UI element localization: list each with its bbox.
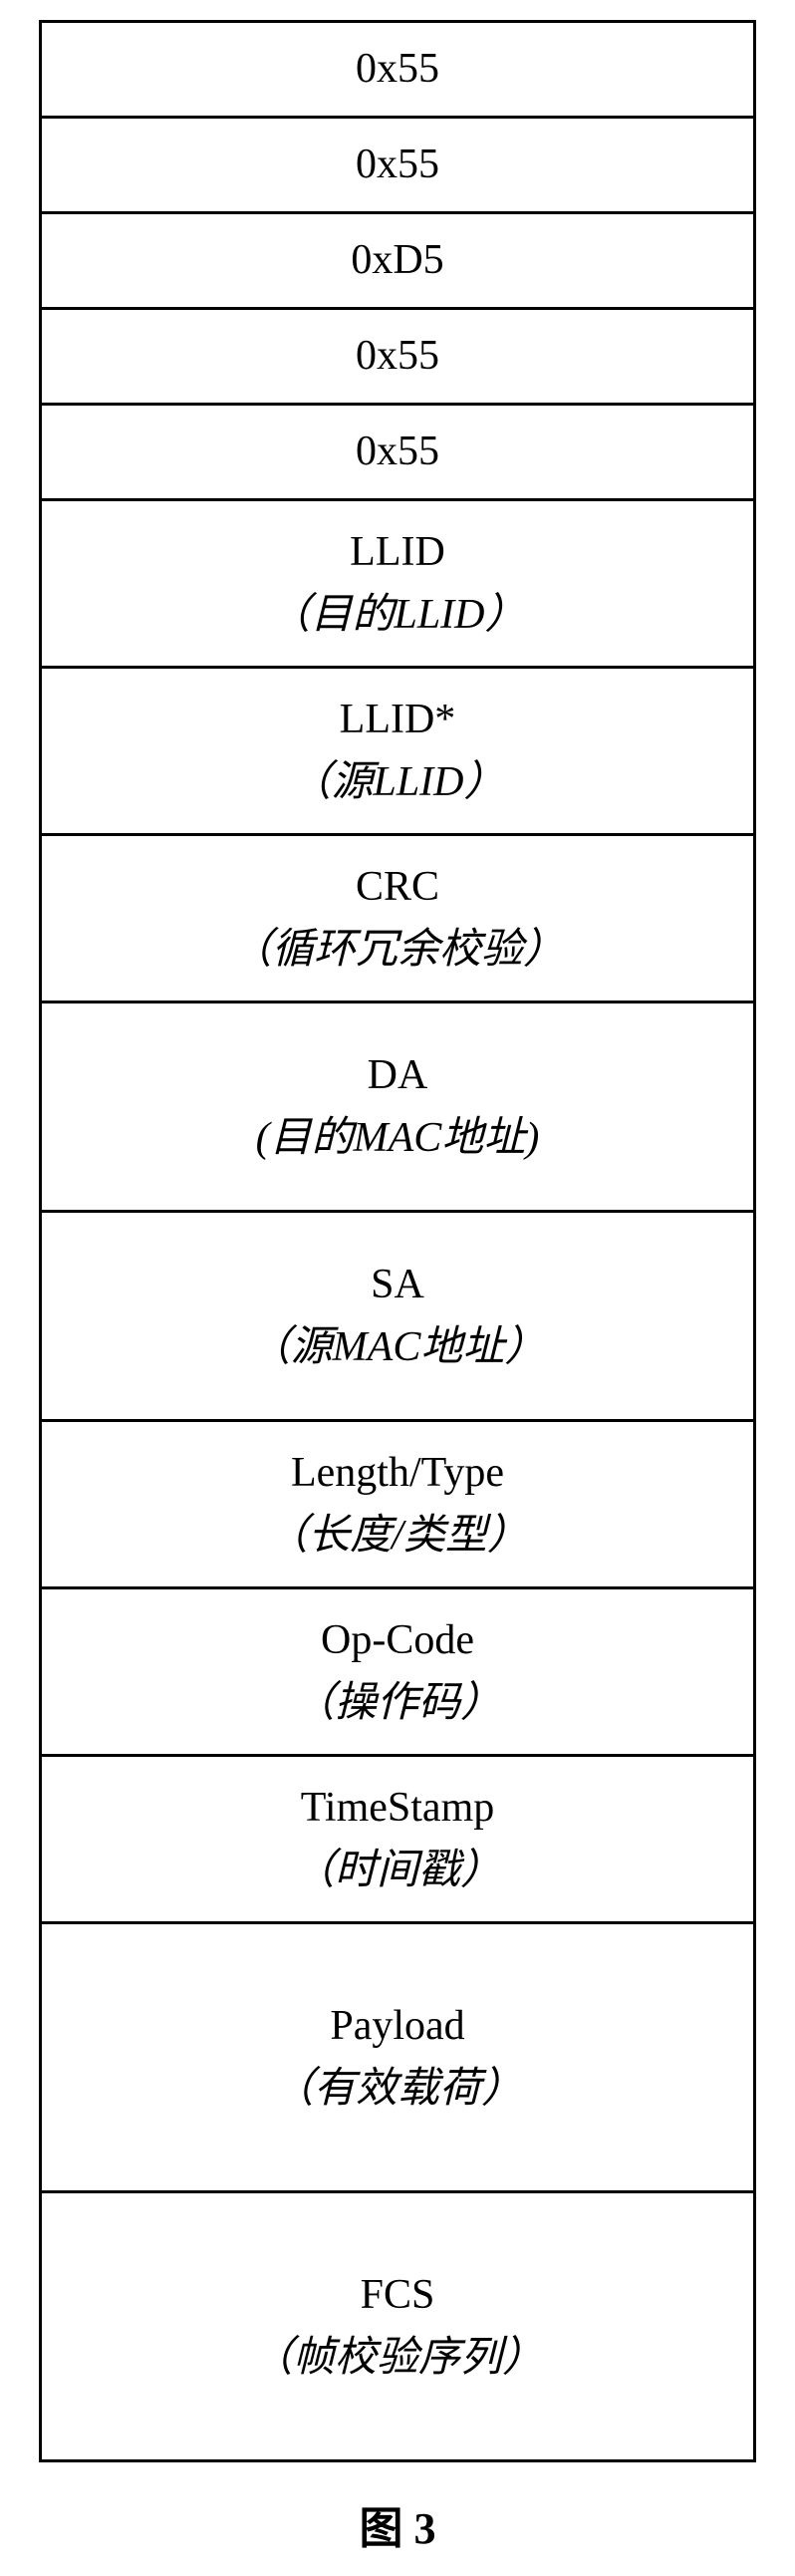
cell-sub-text: （源LLID） [50,751,745,814]
frame-row: SA （源MAC地址） [41,1212,755,1421]
frame-cell: FCS （帧校验序列） [41,2192,755,2461]
frame-cell: 0x55 [41,22,755,118]
frame-row: Op-Code （操作码） [41,1588,755,1756]
frame-cell: Length/Type （长度/类型） [41,1421,755,1588]
frame-table-body: 0x55 0x55 0xD5 0x55 0x55 LLID （目 [41,22,755,2461]
frame-row: 0xD5 [41,213,755,309]
frame-cell: Payload （有效载荷） [41,1923,755,2192]
frame-row: 0x55 [41,405,755,500]
cell-main-text: SA [50,1254,745,1316]
cell-main-text: 0x55 [50,325,745,388]
cell-main-text: 0x55 [50,38,745,101]
cell-sub-text: （时间戳） [50,1840,745,1902]
cell-sub-text: （目的LLID） [50,584,745,647]
frame-row: 0x55 [41,118,755,213]
frame-cell: 0x55 [41,118,755,213]
cell-main-text: TimeStamp [50,1777,745,1840]
frame-cell: SA （源MAC地址） [41,1212,755,1421]
cell-sub-text: （帧校验序列） [50,2327,745,2390]
cell-main-text: 0x55 [50,134,745,196]
frame-row: TimeStamp （时间戳） [41,1756,755,1923]
cell-sub-text: (目的MAC地址) [50,1107,745,1170]
cell-main-text: CRC [50,856,745,919]
frame-cell: TimeStamp （时间戳） [41,1756,755,1923]
cell-sub-text: （长度/类型） [50,1505,745,1568]
frame-row: 0x55 [41,309,755,405]
cell-main-text: 0x55 [50,421,745,483]
frame-cell: 0x55 [41,405,755,500]
frame-row: LLID* （源LLID） [41,668,755,835]
frame-cell: DA (目的MAC地址) [41,1002,755,1212]
frame-row: DA (目的MAC地址) [41,1002,755,1212]
frame-cell: LLID* （源LLID） [41,668,755,835]
frame-row: LLID （目的LLID） [41,500,755,668]
frame-cell: Op-Code （操作码） [41,1588,755,1756]
cell-main-text: Length/Type [50,1442,745,1505]
cell-sub-text: （循环冗余校验） [50,919,745,982]
cell-sub-text: （操作码） [50,1672,745,1735]
figure-caption: 图 3 [360,2492,436,2556]
cell-main-text: DA [50,1044,745,1107]
frame-row: Payload （有效载荷） [41,1923,755,2192]
cell-sub-text: （有效载荷） [50,2058,745,2121]
frame-row: Length/Type （长度/类型） [41,1421,755,1588]
frame-row: FCS （帧校验序列） [41,2192,755,2461]
cell-main-text: 0xD5 [50,229,745,292]
frame-cell: LLID （目的LLID） [41,500,755,668]
frame-row: CRC （循环冗余校验） [41,835,755,1002]
cell-main-text: LLID [50,521,745,584]
frame-cell: CRC （循环冗余校验） [41,835,755,1002]
frame-cell: 0x55 [41,309,755,405]
frame-cell: 0xD5 [41,213,755,309]
frame-row: 0x55 [41,22,755,118]
frame-structure-table: 0x55 0x55 0xD5 0x55 0x55 LLID （目 [39,20,756,2462]
cell-sub-text: （源MAC地址） [50,1316,745,1379]
cell-main-text: FCS [50,2264,745,2327]
cell-main-text: Op-Code [50,1609,745,1672]
cell-main-text: LLID* [50,689,745,751]
cell-main-text: Payload [50,1995,745,2058]
